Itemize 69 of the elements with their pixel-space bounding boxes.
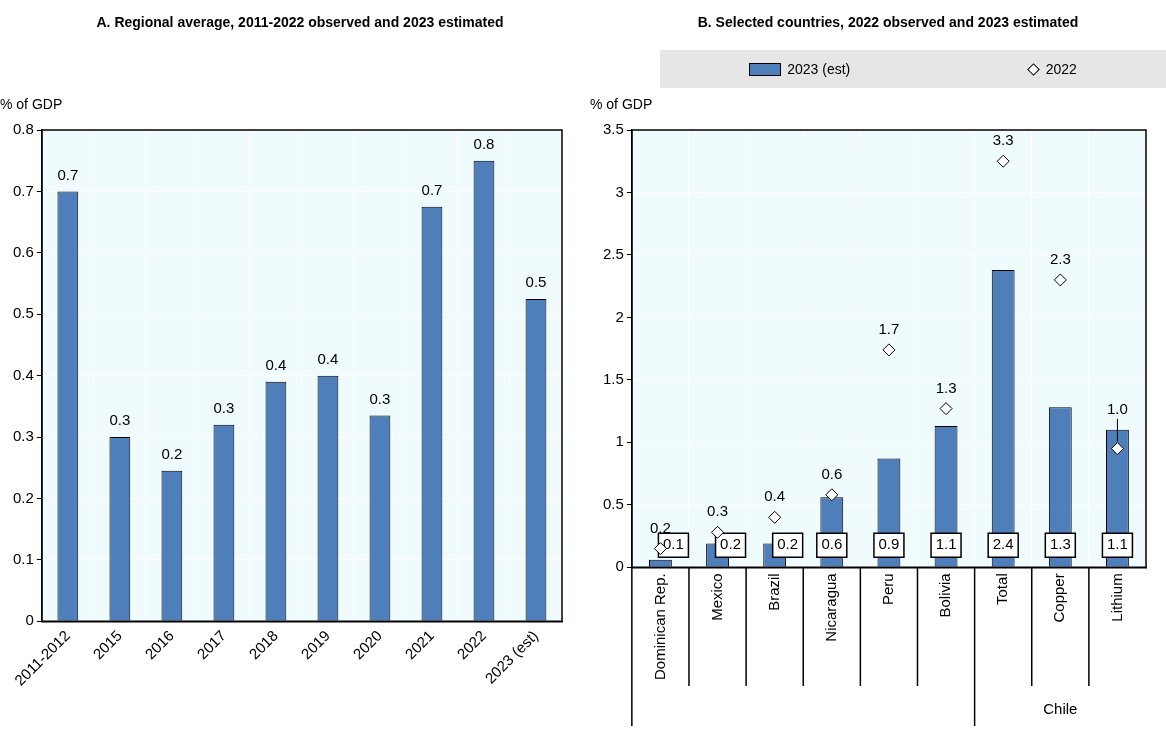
y-tick-label: 0.8	[12, 120, 34, 138]
x-tick-label: Mexico	[707, 573, 725, 621]
y-tick-label: 1.5	[602, 370, 624, 388]
x-tick-label: Dominican Rep.	[650, 573, 668, 680]
y-tick-label: 0.6	[12, 242, 34, 260]
point	[1053, 273, 1067, 287]
y-tick-label: 0.2	[12, 488, 34, 506]
data-label: 0.6	[821, 464, 843, 482]
y-tick-label: 0	[615, 557, 624, 575]
data-label: 1.7	[878, 320, 900, 338]
point	[711, 525, 725, 539]
data-label: 0.4	[265, 355, 287, 373]
y-axis-title: % of GDP	[590, 96, 653, 112]
x-tick-label: Copper	[1050, 573, 1068, 623]
point	[939, 402, 953, 416]
y-tick-label: 0.1	[12, 550, 34, 568]
data-label: 0.2	[161, 445, 183, 463]
legend-label: 2023 (est)	[787, 61, 851, 77]
y-tick-label: 1	[615, 432, 624, 450]
data-label: 0.3	[213, 398, 235, 416]
x-tick-label: Brazil	[764, 573, 782, 611]
data-label: 1.0	[1107, 399, 1128, 417]
data-label: 1.3	[1049, 535, 1071, 553]
point	[996, 154, 1010, 168]
data-label: 0.4	[317, 349, 339, 367]
data-label: 0.3	[707, 502, 728, 520]
y-tick-label: 0.5	[12, 304, 34, 322]
data-label: 2.3	[1049, 250, 1071, 268]
text: Chile	[1043, 700, 1078, 717]
chart-title: A. Regional average, 2011-2022 observed and 2023 estimated	[95, 13, 505, 32]
x-tick-label: Total	[993, 573, 1011, 605]
y-axis-title: % of GDP	[0, 96, 63, 112]
point	[1110, 442, 1124, 456]
data-label: 0.2	[649, 518, 671, 536]
data-label: 0.2	[777, 535, 799, 553]
y-tick-label: 0.7	[12, 181, 34, 199]
y-tick-label: 0.3	[12, 427, 34, 445]
data-label: 0.4	[764, 487, 786, 505]
data-label: 0.3	[109, 411, 131, 429]
point	[882, 343, 896, 357]
y-tick-label: 0	[25, 611, 34, 629]
y-tick-label: 2.5	[602, 245, 624, 263]
data-label: 0.3	[369, 389, 391, 407]
point	[768, 510, 782, 524]
x-tick-label: Nicaragua	[821, 572, 839, 642]
data-label: 0.7	[57, 165, 79, 183]
data-label: 1.3	[935, 378, 957, 396]
x-tick-label: Lithium	[1107, 573, 1125, 622]
data-label: 3.3	[992, 131, 1014, 149]
data-label: 1.1	[935, 535, 957, 553]
x-tick-label: Peru	[879, 573, 897, 605]
y-tick-label: 2	[615, 307, 624, 325]
y-tick-label: 3.5	[602, 120, 624, 138]
data-label: 0.1	[662, 535, 684, 553]
chart-title: B. Selected countries, 2022 observed and 2023 estimated	[696, 13, 1080, 32]
legend-label: 2022	[1045, 61, 1077, 77]
data-label: 0.5	[525, 273, 547, 291]
data-label: 0.8	[473, 134, 495, 152]
x-tick-label: Bolivia	[936, 572, 954, 618]
data-label: 1.1	[1107, 535, 1128, 553]
data-label: 2.4	[992, 535, 1014, 553]
data-label: 0.6	[821, 535, 843, 553]
y-tick-label: 0.4	[12, 365, 34, 383]
y-tick-label: 0.5	[602, 494, 624, 512]
y-tick-label: 3	[615, 182, 624, 200]
point	[825, 488, 839, 502]
data-label: 0.9	[878, 535, 900, 553]
data-label: 0.2	[720, 535, 741, 553]
data-label: 0.7	[421, 180, 443, 198]
